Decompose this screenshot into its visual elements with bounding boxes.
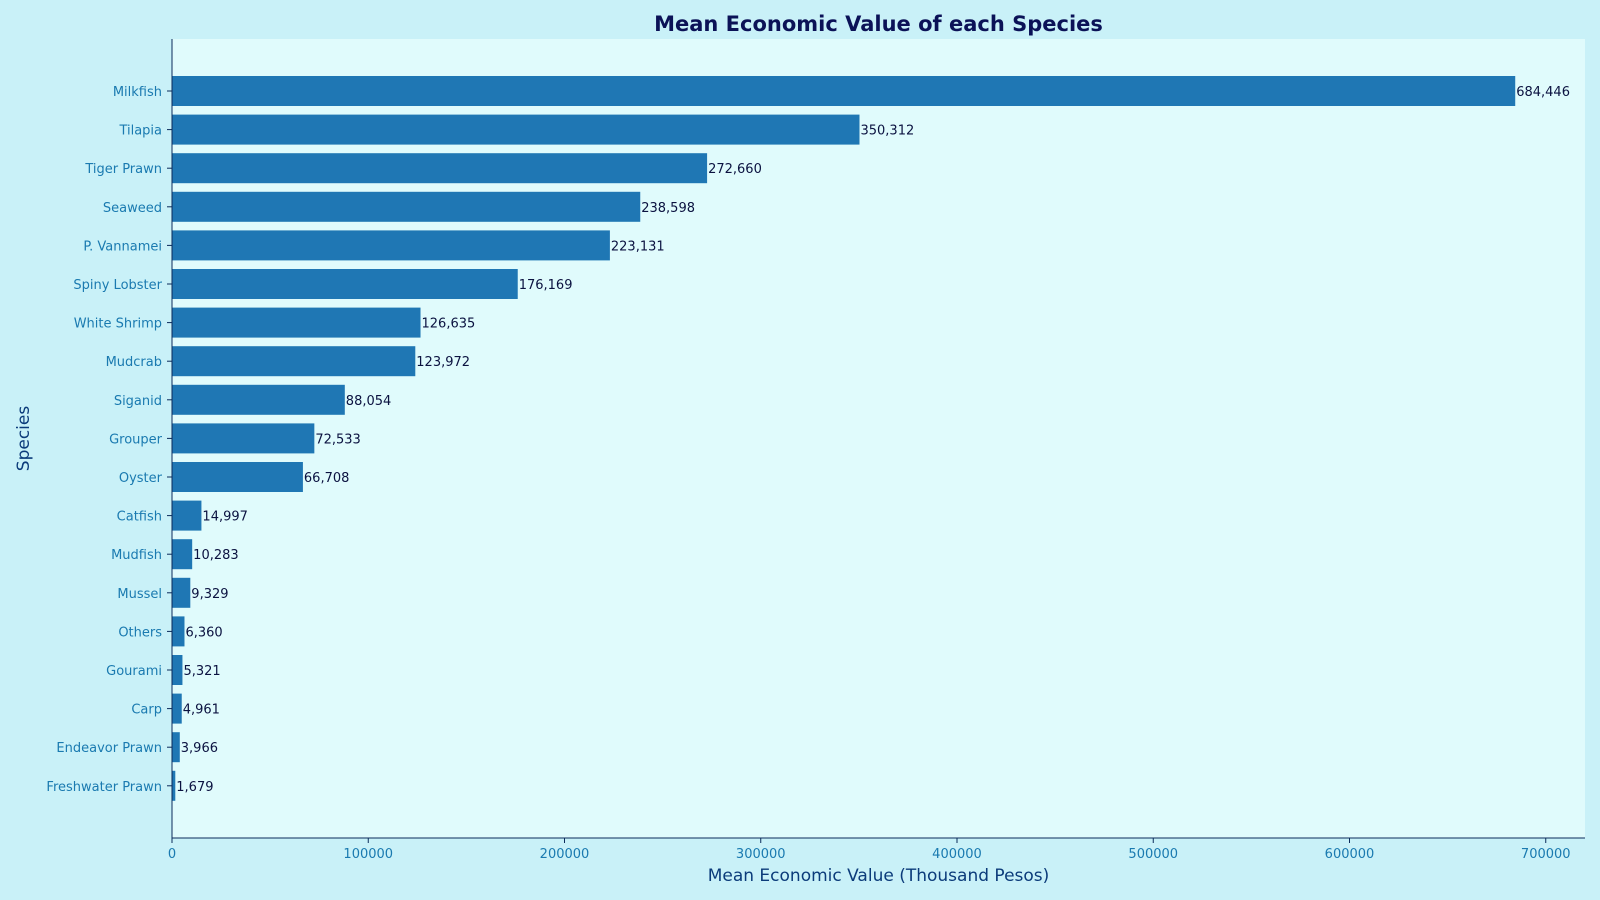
value-label-12: 10,283: [193, 548, 239, 563]
y-tick-label-13: Mussel: [117, 587, 162, 602]
bar-6: [172, 307, 421, 338]
value-label-13: 9,329: [191, 587, 228, 602]
y-tick-label-11: Catfish: [117, 510, 162, 525]
x-tick-label-2: 200000: [540, 847, 590, 862]
y-tick-label-1: Tilapia: [118, 124, 162, 139]
value-labels-group: 684,446 350,312 272,660 238,598 223,131 176,1…: [176, 85, 1570, 795]
y-tick-label-6: White Shrimp: [74, 317, 162, 332]
bar-15: [172, 655, 183, 685]
value-label-10: 66,708: [304, 471, 350, 486]
y-tick-label-17: Endeavor Prawn: [56, 741, 162, 756]
value-label-8: 88,054: [346, 394, 392, 409]
x-tick-label-1: 100000: [343, 847, 393, 862]
value-label-14: 6,360: [185, 625, 222, 640]
bar-0: [172, 76, 1516, 106]
y-ticks-group: Milkfish Tilapia Tiger Prawn Seaweed P. Vann…: [46, 85, 172, 795]
value-label-0: 684,446: [1516, 85, 1570, 100]
x-ticks-group: 0 100000 200000 300000 400000 500000 600000 700…: [168, 838, 1571, 862]
y-tick-label-5: Spiny Lobster: [73, 278, 162, 293]
chart-title: Mean Economic Value of each Species: [654, 12, 1103, 36]
y-tick-label-3: Seaweed: [103, 201, 162, 216]
y-tick-label-12: Mudfish: [111, 548, 162, 563]
x-axis-label: Mean Economic Value (Thousand Pesos): [708, 866, 1050, 886]
y-tick-label-7: Mudcrab: [106, 355, 162, 370]
y-tick-label-18: Freshwater Prawn: [46, 780, 162, 795]
bar-5: [172, 269, 518, 299]
value-label-11: 14,997: [202, 510, 248, 525]
y-tick-label-16: Carp: [131, 703, 162, 718]
bar-16: [172, 693, 182, 724]
value-label-6: 126,635: [422, 317, 476, 332]
bar-9: [172, 423, 315, 454]
bar-12: [172, 539, 193, 570]
bar-13: [172, 577, 191, 608]
bar-18: [172, 770, 176, 801]
bar-7: [172, 346, 416, 377]
y-tick-label-15: Gourami: [106, 664, 162, 679]
bars-group: [172, 76, 1516, 801]
x-tick-label-5: 500000: [1128, 847, 1178, 862]
value-label-7: 123,972: [416, 355, 470, 370]
value-label-1: 350,312: [860, 124, 914, 139]
y-tick-label-2: Tiger Prawn: [84, 162, 162, 177]
y-tick-label-9: Grouper: [109, 432, 163, 447]
bar-3: [172, 191, 641, 222]
value-label-2: 272,660: [708, 162, 762, 177]
bar-1: [172, 114, 860, 145]
x-tick-label-0: 0: [168, 847, 176, 862]
bar-10: [172, 462, 303, 492]
y-tick-label-4: P. Vannamei: [83, 239, 162, 254]
value-label-18: 1,679: [176, 780, 213, 795]
bar-8: [172, 384, 345, 415]
bar-17: [172, 732, 180, 763]
value-label-17: 3,966: [181, 741, 218, 756]
x-tick-label-4: 400000: [932, 847, 982, 862]
x-tick-label-6: 600000: [1325, 847, 1375, 862]
y-tick-label-8: Siganid: [114, 394, 162, 409]
bar-11: [172, 500, 202, 531]
value-label-9: 72,533: [315, 432, 361, 447]
y-axis-label: Species: [14, 406, 34, 472]
value-label-15: 5,321: [183, 664, 220, 679]
bar-4: [172, 230, 610, 261]
value-label-3: 238,598: [641, 201, 695, 216]
y-tick-label-10: Oyster: [119, 471, 163, 486]
bar-2: [172, 153, 708, 184]
value-label-16: 4,961: [183, 703, 220, 718]
y-tick-label-0: Milkfish: [113, 85, 162, 100]
x-tick-label-3: 300000: [736, 847, 786, 862]
value-label-5: 176,169: [519, 278, 573, 293]
x-tick-label-7: 700000: [1521, 847, 1571, 862]
bar-14: [172, 616, 185, 647]
value-label-4: 223,131: [611, 239, 665, 254]
y-tick-label-14: Others: [118, 625, 162, 640]
